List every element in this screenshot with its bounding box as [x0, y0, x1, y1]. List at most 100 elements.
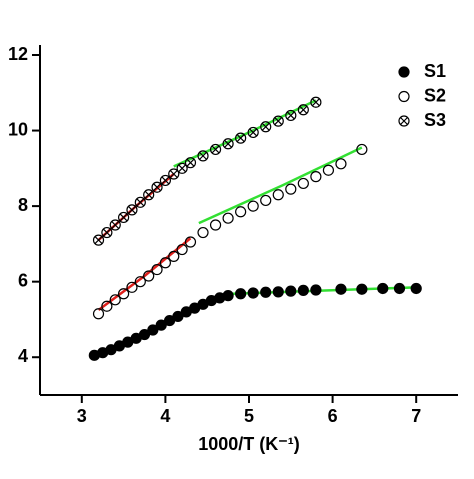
marker-circle — [134, 276, 146, 288]
marker — [260, 121, 272, 133]
marker-circle — [109, 294, 121, 306]
marker-circle — [184, 157, 197, 169]
marker — [197, 226, 209, 239]
legend-label: S2 — [424, 85, 446, 105]
fit-line — [198, 146, 363, 225]
marker-circle — [134, 196, 146, 208]
marker-circle — [126, 204, 138, 216]
marker — [356, 283, 368, 295]
marker — [126, 204, 138, 216]
marker — [222, 138, 234, 150]
marker-cross — [199, 151, 207, 160]
marker — [138, 328, 151, 341]
marker — [172, 310, 184, 323]
marker-cross — [236, 134, 245, 143]
marker-circle — [209, 143, 222, 156]
marker-circle — [398, 115, 410, 127]
marker — [117, 288, 130, 300]
marker — [335, 158, 347, 170]
marker-circle — [197, 226, 209, 239]
marker-circle — [247, 287, 259, 299]
marker-cross — [161, 176, 170, 185]
marker — [222, 212, 234, 224]
y-tick-label: 12 — [8, 44, 28, 64]
marker — [272, 115, 284, 127]
marker-circle — [117, 288, 130, 300]
marker-circle — [310, 96, 322, 108]
legend-label: S3 — [424, 110, 446, 130]
marker — [151, 263, 163, 276]
marker-cross — [153, 183, 161, 192]
marker-circle — [247, 126, 259, 139]
marker-cross — [144, 190, 153, 199]
marker-circle — [222, 138, 234, 150]
marker-cross — [102, 228, 111, 237]
marker-circle — [235, 132, 247, 144]
marker-circle — [235, 206, 247, 218]
y-tick-label: 8 — [18, 195, 28, 215]
marker — [176, 243, 188, 256]
marker-circle — [297, 104, 309, 116]
marker — [143, 189, 155, 201]
marker-circle — [101, 300, 113, 312]
marker — [285, 109, 297, 122]
marker-circle — [272, 286, 284, 298]
marker-cross — [224, 139, 233, 148]
marker — [134, 276, 146, 288]
marker — [235, 132, 247, 144]
marker — [285, 183, 297, 195]
marker — [143, 270, 155, 282]
marker-cross — [169, 170, 178, 178]
marker — [151, 181, 163, 193]
marker — [235, 288, 247, 300]
marker-circle — [393, 282, 406, 295]
marker-circle — [143, 189, 155, 201]
marker — [147, 324, 159, 336]
fit-line — [173, 99, 317, 168]
marker-circle — [398, 66, 410, 78]
marker-cross — [178, 164, 187, 173]
fit-line — [232, 286, 417, 296]
marker-circle — [159, 257, 171, 269]
marker — [109, 294, 121, 306]
marker-cross — [136, 198, 145, 207]
marker-cross — [286, 111, 295, 120]
marker — [101, 300, 113, 312]
marker-circle — [117, 211, 130, 224]
marker — [398, 90, 410, 103]
marker — [322, 164, 335, 176]
x-axis-label: 1000/T (K⁻¹) — [198, 434, 300, 454]
marker-cross — [186, 158, 195, 167]
marker — [134, 196, 146, 208]
marker-cross — [119, 213, 128, 222]
marker — [168, 250, 180, 262]
marker-circle — [335, 283, 347, 295]
marker-circle — [356, 283, 368, 295]
marker — [209, 143, 222, 156]
marker-circle — [297, 177, 309, 190]
marker-cross — [311, 98, 320, 107]
marker — [260, 286, 272, 298]
marker-circle — [176, 243, 188, 256]
marker-circle — [101, 226, 113, 239]
marker — [260, 194, 272, 207]
marker — [398, 115, 410, 127]
x-tick-label: 5 — [244, 406, 254, 426]
marker-cross — [111, 221, 120, 229]
marker — [92, 308, 105, 320]
marker-cross — [128, 205, 136, 214]
marker — [272, 286, 284, 298]
marker-circle — [260, 194, 272, 207]
marker-cross — [211, 145, 220, 154]
marker-circle — [126, 281, 138, 293]
marker — [209, 219, 222, 231]
marker — [126, 281, 138, 293]
marker-circle — [260, 286, 272, 298]
marker — [197, 150, 209, 162]
marker-cross — [261, 122, 270, 131]
marker-circle — [285, 285, 297, 297]
marker — [168, 168, 180, 180]
fit-line — [97, 237, 192, 312]
marker — [109, 219, 121, 231]
marker — [356, 143, 368, 156]
